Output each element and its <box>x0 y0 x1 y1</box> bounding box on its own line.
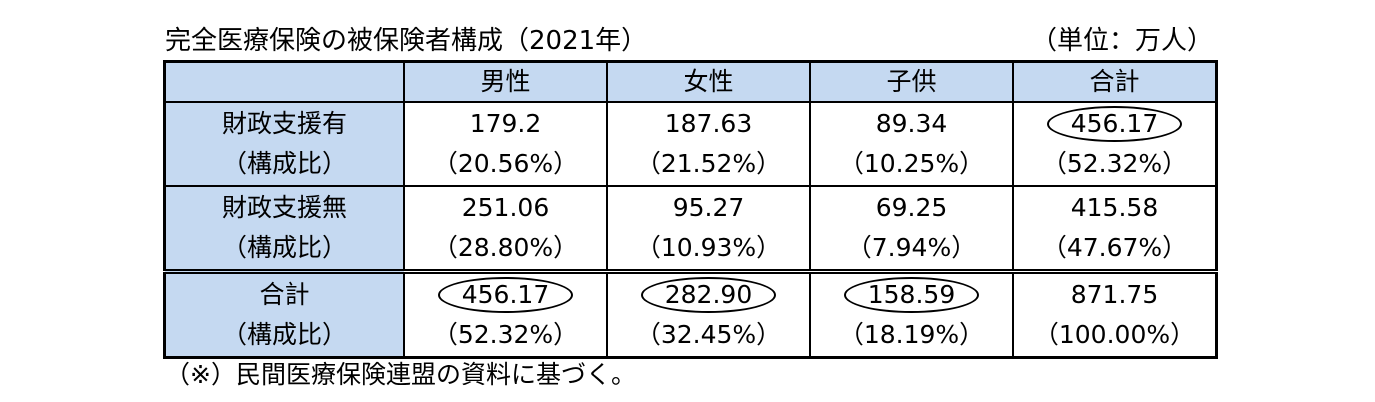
ratio: （10.25%） <box>838 149 985 178</box>
ratio: （18.19%） <box>838 320 985 349</box>
cell-line: （47.67%） <box>1014 228 1215 268</box>
value: 179.2 <box>469 109 542 138</box>
cell-line: 282.90 <box>608 275 809 315</box>
table-row: 財政支援無 （構成比） 251.06 （28.80%） 95.27 （10.93%） 69.… <box>163 185 1218 273</box>
value-cell: 89.34 （10.25%） <box>809 101 1014 187</box>
cell-line: （100.00%） <box>1014 315 1215 355</box>
note: （※）民間医療保険連盟の資料に基づく。 <box>165 360 636 389</box>
cell-line: 251.06 <box>405 188 606 228</box>
cell-line: 187.63 <box>608 104 809 144</box>
row-label-line: 合計 <box>259 280 310 309</box>
row-label-line: 財政支援有 <box>221 109 347 138</box>
value-cell: 95.27 （10.93%） <box>606 185 811 273</box>
cell-line: 89.34 <box>811 104 1012 144</box>
value-cell: 179.2 （20.56%） <box>403 101 608 187</box>
value: 871.75 <box>1070 280 1159 309</box>
cell-line: 871.75 <box>1014 275 1215 315</box>
value-cell: 158.59 （18.19%） <box>809 269 1014 359</box>
cell-line: （10.93%） <box>608 228 809 268</box>
row-label-line: 財政支援無 <box>221 193 347 222</box>
title: 完全医療保険の被保険者構成（2021年） <box>165 26 648 56</box>
corner-cell <box>163 60 405 103</box>
cell-line: （21.52%） <box>608 144 809 184</box>
row-label: 財政支援無 （構成比） <box>163 185 405 273</box>
cell-line: （32.45%） <box>608 315 809 355</box>
ratio: （52.32%） <box>432 320 579 349</box>
value-cell: 282.90 （32.45%） <box>606 269 811 359</box>
value: 95.27 <box>672 193 745 222</box>
cell-line: （18.19%） <box>811 315 1012 355</box>
value: 282.90 <box>640 277 777 313</box>
row-label-line: （構成比） <box>221 233 347 262</box>
header-cell: 子供 <box>809 60 1014 103</box>
row-label: 合計 （構成比） <box>163 269 405 359</box>
value-cell: 456.17 （52.32%） <box>1012 101 1218 187</box>
value-cell: 251.06 （28.80%） <box>403 185 608 273</box>
value: 415.58 <box>1070 193 1159 222</box>
cell-line: 69.25 <box>811 188 1012 228</box>
ratio: （21.52%） <box>635 149 782 178</box>
value: 251.06 <box>461 193 550 222</box>
cell-line: 456.17 <box>405 275 606 315</box>
ratio: （32.45%） <box>635 320 782 349</box>
value-cell: 415.58 （47.67%） <box>1012 185 1218 273</box>
value-cell: 69.25 （7.94%） <box>809 185 1014 273</box>
ratio: （20.56%） <box>432 149 579 178</box>
cell-line: 456.17 <box>1014 104 1215 144</box>
cell-line: （10.25%） <box>811 144 1012 184</box>
value: 187.63 <box>664 109 753 138</box>
value: 69.25 <box>875 193 948 222</box>
header-cell: 女性 <box>606 60 811 103</box>
header-cell: 男性 <box>403 60 608 103</box>
cell-line: 95.27 <box>608 188 809 228</box>
value: 89.34 <box>875 109 948 138</box>
value-cell: 871.75 （100.00%） <box>1012 269 1218 359</box>
value: 158.59 <box>843 277 980 313</box>
table: 男性 女性 子供 合計 財政支援有 （構成比） 179.2 （20.56%） 187.63 （21… <box>163 60 1218 359</box>
cell-line: （20.56%） <box>405 144 606 184</box>
row-label-line: （構成比） <box>221 149 347 178</box>
cell-line: （7.94%） <box>811 228 1012 268</box>
value-cell: 456.17 （52.32%） <box>403 269 608 359</box>
cell-line: （52.32%） <box>1014 144 1215 184</box>
header-row: 男性 女性 子供 合計 <box>163 60 1218 103</box>
ratio: （7.94%） <box>846 233 977 262</box>
header-cell: 合計 <box>1012 60 1218 103</box>
ratio: （10.93%） <box>635 233 782 262</box>
cell-line: （52.32%） <box>405 315 606 355</box>
cell-line: 158.59 <box>811 275 1012 315</box>
value: 456.17 <box>1046 106 1183 142</box>
table-row: 財政支援有 （構成比） 179.2 （20.56%） 187.63 （21.52%） 89.… <box>163 101 1218 187</box>
cell-line: （28.80%） <box>405 228 606 268</box>
value-cell: 187.63 （21.52%） <box>606 101 811 187</box>
row-label-line: （構成比） <box>221 320 347 349</box>
cell-line: 415.58 <box>1014 188 1215 228</box>
ratio: （47.67%） <box>1041 233 1188 262</box>
ratio: （28.80%） <box>432 233 579 262</box>
row-label: 財政支援有 （構成比） <box>163 101 405 187</box>
value: 456.17 <box>437 277 574 313</box>
table-row: 合計 （構成比） 456.17 （52.32%） 282.90 （32.45%） 158.5… <box>163 269 1218 359</box>
ratio: （52.32%） <box>1041 149 1188 178</box>
cell-line: 179.2 <box>405 104 606 144</box>
unit: （単位：万人） <box>1030 26 1213 56</box>
ratio: （100.00%） <box>1033 320 1196 349</box>
